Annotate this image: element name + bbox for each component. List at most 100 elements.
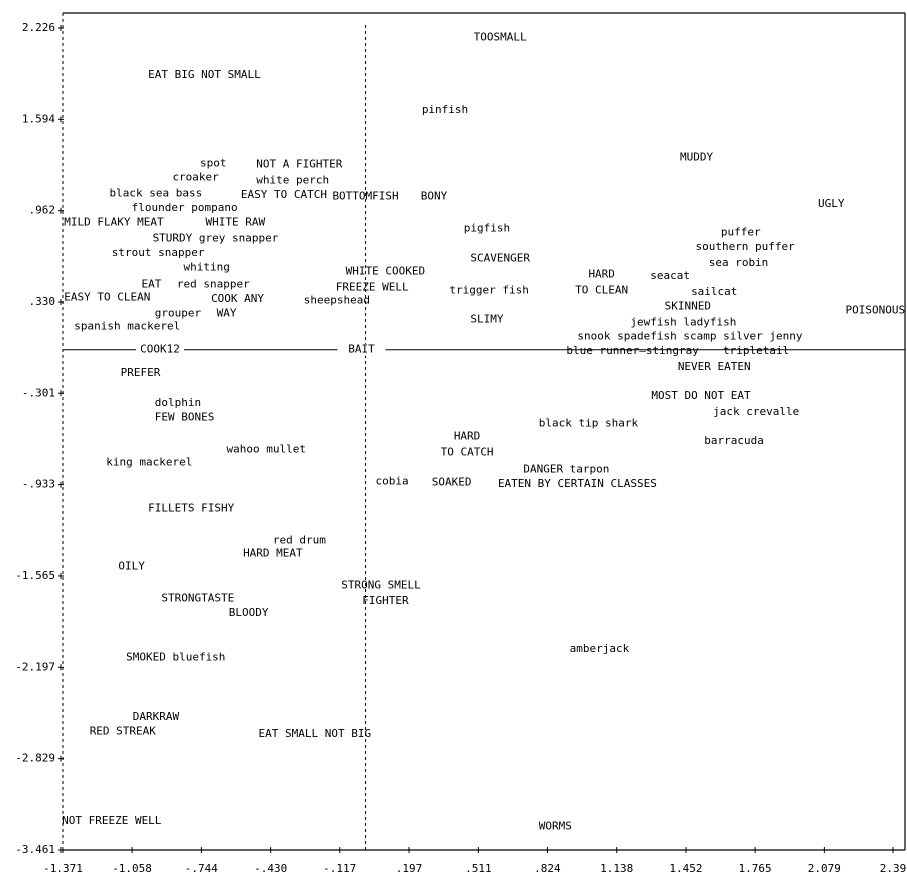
point-label: WHITE COOKED bbox=[346, 265, 425, 278]
x-tick-label: -.430 bbox=[254, 862, 287, 875]
point-label: spanish mackerel bbox=[74, 320, 180, 333]
point-label: EAT SMALL NOT BIG bbox=[259, 727, 372, 740]
y-tick-label: -2.829 bbox=[15, 752, 55, 765]
point-label: EAT BIG NOT SMALL bbox=[148, 68, 261, 81]
point-label: BLOODY bbox=[229, 606, 269, 619]
point-label: pigfish bbox=[464, 221, 510, 234]
x-tick-label: -.117 bbox=[323, 862, 356, 875]
point-label: SCAVENGER bbox=[470, 252, 530, 265]
point-label: sheepshead bbox=[304, 294, 370, 307]
point-label: DANGER tarpon bbox=[523, 463, 609, 476]
axis-name: COOK12 bbox=[140, 343, 180, 356]
point-label: cobia bbox=[375, 474, 408, 487]
point-label: EATEN BY CERTAIN CLASSES bbox=[498, 477, 657, 490]
point-label: HARD MEAT bbox=[243, 547, 303, 560]
x-tick-label: -.744 bbox=[185, 862, 218, 875]
point-label: white perch bbox=[256, 174, 329, 187]
x-tick-label: -1.058 bbox=[112, 862, 152, 875]
point-label: BOTTOMFISH bbox=[332, 190, 398, 203]
point-label: STRONGTASTE bbox=[161, 591, 234, 604]
y-tick-label: -2.197 bbox=[15, 660, 55, 673]
y-tick-label: -1.565 bbox=[15, 569, 55, 582]
point-label: POISONOUS bbox=[846, 304, 906, 317]
point-label: trigger fish bbox=[449, 283, 528, 296]
point-label: COOK ANY bbox=[211, 292, 264, 305]
x-tick-label: 1.452 bbox=[669, 862, 702, 875]
point-label: southern puffer bbox=[695, 240, 795, 253]
point-label: puffer bbox=[721, 226, 761, 239]
point-label: EASY TO CLEAN bbox=[64, 291, 150, 304]
point-label: barracuda bbox=[704, 434, 764, 447]
point-label: WAY bbox=[217, 307, 237, 320]
point-label: NOT A FIGHTER bbox=[256, 158, 342, 171]
point-label: NOT FREEZE WELL bbox=[62, 814, 162, 827]
point-label: whiting bbox=[183, 260, 229, 273]
point-label: black sea bass bbox=[110, 187, 203, 200]
point-label: EAT bbox=[142, 278, 162, 291]
x-tick-label: .511 bbox=[465, 862, 492, 875]
point-label: SKINNED bbox=[665, 299, 711, 312]
point-label: dolphin bbox=[155, 396, 201, 409]
y-tick-label: .330 bbox=[29, 295, 56, 308]
point-label: king mackerel bbox=[106, 455, 192, 468]
point-label: MUDDY bbox=[680, 151, 713, 164]
axis-label-bg bbox=[337, 343, 386, 356]
point-label: SLIMY bbox=[470, 312, 503, 325]
point-label: FEW BONES bbox=[155, 411, 215, 424]
point-label: NEVER EATEN bbox=[678, 360, 751, 373]
point-label: croaker bbox=[172, 171, 219, 184]
point-label: STRONG SMELL bbox=[341, 578, 421, 591]
point-label: EASY TO CATCH bbox=[241, 188, 327, 201]
y-tick-label: -.301 bbox=[22, 386, 55, 399]
x-tick-label: -1.371 bbox=[43, 862, 83, 875]
point-label: blue runner—stingray bbox=[566, 344, 699, 357]
point-label: seacat bbox=[650, 269, 690, 282]
point-label: DARKRAW bbox=[133, 710, 180, 723]
point-label: spot bbox=[200, 156, 227, 169]
point-label: SMOKED bluefish bbox=[126, 651, 225, 664]
point-label: jack crevalle bbox=[713, 405, 799, 418]
y-tick-label: .962 bbox=[29, 204, 56, 217]
point-label: FIGHTER bbox=[362, 594, 409, 607]
point-label: FREEZE WELL bbox=[336, 281, 409, 294]
point-label: UGLY bbox=[818, 197, 845, 210]
y-tick-label: 1.594 bbox=[22, 112, 55, 125]
point-label: MOST DO NOT EAT bbox=[651, 389, 751, 402]
point-label: HARD bbox=[454, 429, 481, 442]
point-label: OILY bbox=[118, 560, 145, 573]
point-label: flounder pompano bbox=[132, 201, 238, 214]
x-tick-label: 1.138 bbox=[600, 862, 633, 875]
point-label: FILLETS FISHY bbox=[148, 502, 234, 515]
point-label: strout snapper bbox=[112, 246, 205, 259]
point-label: WORMS bbox=[539, 820, 572, 833]
x-tick-label: 2.079 bbox=[808, 862, 841, 875]
y-tick-label: -3.461 bbox=[15, 843, 55, 856]
point-label: red drum bbox=[273, 534, 326, 547]
point-label: TO CLEAN bbox=[575, 283, 628, 296]
point-label: sea robin bbox=[709, 256, 769, 269]
point-label: TO CATCH bbox=[441, 445, 494, 458]
point-label: grouper bbox=[155, 307, 202, 320]
point-label: snook spadefish scamp silver jenny bbox=[577, 330, 803, 343]
x-tick-label: .824 bbox=[534, 862, 561, 875]
x-tick-label: .197 bbox=[396, 862, 423, 875]
point-label: MILD FLAKY MEAT bbox=[64, 216, 164, 229]
point-label: black tip shark bbox=[539, 416, 639, 429]
point-label: jewfish ladyfish bbox=[630, 315, 736, 328]
point-label: RED STREAK bbox=[90, 724, 157, 737]
point-label: BONY bbox=[421, 190, 448, 203]
point-label: red snapper bbox=[177, 278, 250, 291]
point-label: HARD bbox=[588, 268, 615, 281]
axis-name: BAIT bbox=[348, 343, 375, 356]
point-label: amberjack bbox=[570, 642, 630, 655]
point-label: pinfish bbox=[422, 103, 468, 116]
x-tick-label: 1.765 bbox=[739, 862, 772, 875]
y-tick-label: -.933 bbox=[22, 478, 55, 491]
point-label: PREFER bbox=[121, 366, 161, 379]
point-label: wahoo mullet bbox=[227, 442, 306, 455]
x-tick-label: 2.39 bbox=[880, 862, 907, 875]
point-label: SOAKED bbox=[432, 476, 472, 489]
point-label: TOOSMALL bbox=[474, 31, 527, 44]
point-label: WHITE RAW bbox=[206, 216, 266, 229]
